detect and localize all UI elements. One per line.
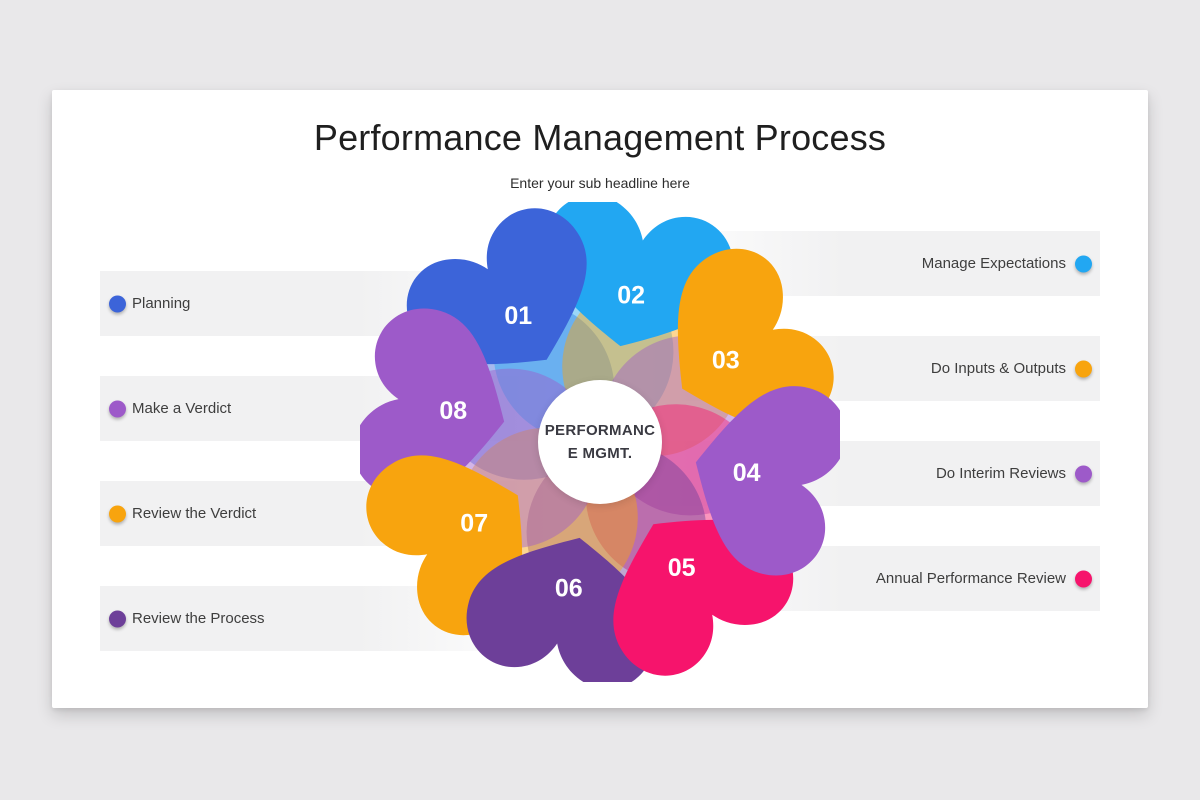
legend-label: Review the Process: [132, 610, 265, 627]
legend-dot: [109, 295, 126, 312]
legend-label: Annual Performance Review: [875, 570, 1066, 587]
legend-dot: [109, 400, 126, 417]
legend-dot: [1075, 255, 1092, 272]
legend-label: Do Interim Reviews: [935, 465, 1066, 482]
legend-label: Planning: [132, 295, 191, 312]
legend-row: Do Inputs & Outputs: [630, 336, 1100, 401]
legend-left: Planning Make a Verdict Review the Verdict…: [100, 271, 570, 691]
legend-dot: [109, 610, 126, 627]
legend-dot: [1075, 360, 1092, 377]
legend-dot: [109, 505, 126, 522]
legend-row: Manage Expectations: [630, 231, 1100, 296]
legend-row: Review the Verdict: [100, 481, 570, 546]
legend-dot: [1075, 570, 1092, 587]
legend-label: Review the Verdict: [132, 505, 257, 522]
legend-label: Make a Verdict: [132, 400, 232, 417]
legend-label: Manage Expectations: [921, 255, 1066, 272]
center-circle: PERFORMANC E MGMT.: [538, 380, 662, 504]
legend-dot: [1075, 465, 1092, 482]
legend-row: Planning: [100, 271, 570, 336]
center-label-line1: PERFORMANC: [544, 421, 656, 439]
page-title: Performance Management Process: [313, 117, 887, 158]
legend-row: Annual Performance Review: [630, 546, 1100, 611]
legend-label: Do Inputs & Outputs: [930, 360, 1066, 377]
center-label: PERFORMANC E MGMT.: [545, 419, 656, 466]
center-label-line2: E MGMT.: [567, 445, 633, 462]
legend-row: Do Interim Reviews: [630, 441, 1100, 506]
legend-right: Manage Expectations Do Inputs & Outputs Do…: [630, 231, 1100, 651]
legend-row: Make a Verdict: [100, 376, 570, 441]
page-subtitle: Enter your sub headline here: [510, 175, 690, 191]
legend-row: Review the Process: [100, 586, 570, 651]
slide-card: Performance Management Process Enter you…: [52, 90, 1148, 708]
